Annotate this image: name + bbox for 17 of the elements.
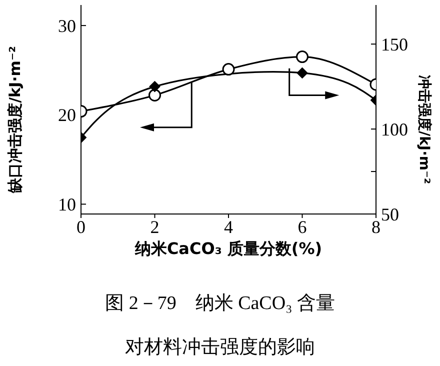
x-tick-label: 6: [298, 216, 307, 237]
x-tick-label: 4: [224, 216, 233, 237]
y2-tick-label: 50: [381, 204, 399, 224]
y2-axis-title: 冲击强度/kJ·m⁻²: [416, 74, 433, 184]
text: 对材料冲击强度的影响: [124, 336, 316, 360]
y-tick-label: 30: [58, 16, 76, 36]
point: [222, 63, 235, 76]
x-tick-label: 8: [372, 216, 380, 237]
y2-tick-label: 150: [381, 34, 408, 54]
y2-tick-label: 100: [381, 119, 408, 140]
caption: 图 2－79 纳米 CaCO₃ 含量: [104, 292, 336, 316]
x-axis-title: 纳米CaCO₃ 质量分数(%): [134, 239, 322, 258]
y-tick-label: 10: [58, 194, 76, 215]
y-axis-title: 缺口冲击强度/kJ·m⁻²: [6, 46, 24, 194]
x-tick-label: 0: [76, 216, 86, 237]
y-tick-label: 20: [58, 105, 76, 126]
x-tick-label: 2: [150, 216, 160, 237]
